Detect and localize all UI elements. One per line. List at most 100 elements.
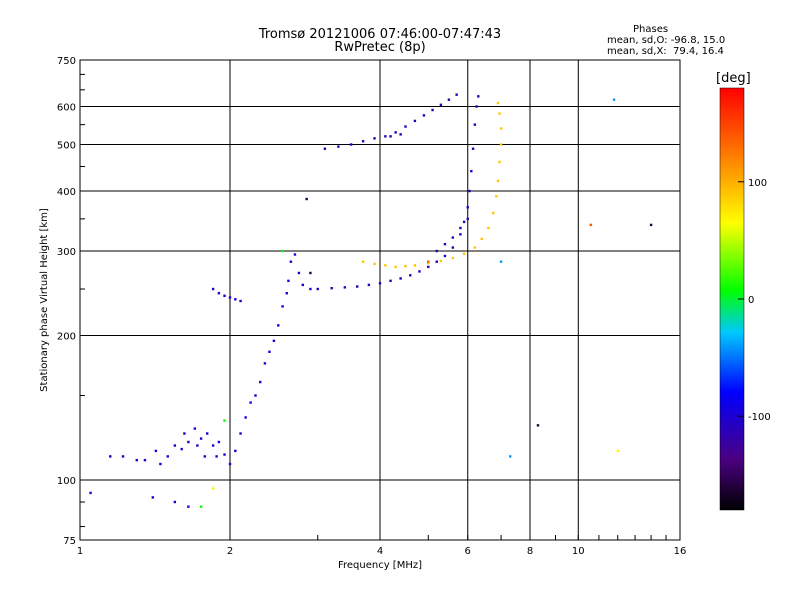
data-point xyxy=(228,462,232,466)
data-point xyxy=(373,262,376,266)
data-point xyxy=(468,189,471,193)
y-tick-label: 200 xyxy=(57,332,76,343)
data-point xyxy=(427,265,430,269)
data-point xyxy=(180,447,183,451)
data-point xyxy=(239,299,242,303)
data-point xyxy=(289,260,293,263)
data-point xyxy=(349,143,353,146)
data-point xyxy=(384,264,387,267)
data-point xyxy=(109,455,112,458)
data-point xyxy=(199,505,203,508)
data-point xyxy=(480,237,483,241)
data-point xyxy=(217,292,221,295)
data-point xyxy=(404,264,407,268)
data-point xyxy=(217,440,221,444)
data-point xyxy=(277,324,280,327)
data-point xyxy=(378,282,382,285)
data-point xyxy=(462,220,466,224)
data-point xyxy=(427,261,430,265)
data-point xyxy=(508,455,512,458)
data-point xyxy=(234,298,237,301)
data-point xyxy=(466,206,469,209)
data-point xyxy=(435,260,438,263)
data-point xyxy=(121,455,125,458)
data-point xyxy=(268,350,271,353)
data-point xyxy=(154,449,158,453)
data-point xyxy=(183,432,186,435)
data-point xyxy=(499,260,503,263)
stats-x-mode: mean, sd,X: 79.4, 16.4 xyxy=(607,46,724,57)
data-point xyxy=(173,500,177,504)
data-point xyxy=(330,286,333,290)
data-point xyxy=(211,487,215,490)
data-point xyxy=(343,286,347,289)
data-point xyxy=(451,246,455,249)
data-point xyxy=(471,147,475,150)
grid-lines xyxy=(80,60,680,540)
data-point xyxy=(495,195,498,198)
data-point xyxy=(466,217,469,221)
data-point xyxy=(203,455,206,458)
data-point xyxy=(616,449,619,453)
y-tick-label: 100 xyxy=(57,476,76,487)
data-point xyxy=(223,294,226,297)
data-point xyxy=(239,432,242,435)
data-point xyxy=(234,449,237,453)
data-point xyxy=(223,453,226,456)
x-tick-label: 2 xyxy=(227,546,233,557)
data-point xyxy=(199,437,203,440)
data-point xyxy=(459,226,462,230)
x-tick-label: 1 xyxy=(77,546,83,557)
data-point xyxy=(409,274,412,277)
y-tick-label: 300 xyxy=(57,247,76,258)
data-point xyxy=(473,246,477,249)
data-point xyxy=(187,440,190,444)
data-point xyxy=(477,95,480,98)
data-point xyxy=(589,223,593,227)
data-point xyxy=(361,260,365,263)
data-point xyxy=(443,242,447,246)
data-point xyxy=(135,458,138,462)
data-point xyxy=(285,292,288,295)
data-point xyxy=(496,179,500,183)
chart-title: Tromsø 20121006 07:46:00-07:47:43 xyxy=(258,27,502,42)
data-point xyxy=(287,279,290,283)
data-point xyxy=(399,133,402,136)
data-point xyxy=(413,264,417,267)
data-point xyxy=(263,362,267,365)
data-point xyxy=(196,444,199,447)
data-point xyxy=(281,249,284,253)
data-point xyxy=(337,145,340,148)
data-point xyxy=(394,131,397,134)
data-point xyxy=(536,424,540,427)
y-axis-label: Stationary phase Virtual Height [km] xyxy=(39,208,50,392)
data-point xyxy=(187,505,190,508)
data-point xyxy=(223,419,226,422)
data-point xyxy=(355,285,359,288)
x-axis-ticks: 1 2 4 6 8 10 16 xyxy=(77,535,686,557)
data-point xyxy=(173,444,177,447)
data-point xyxy=(462,252,466,256)
colorbar-tick-label: -100 xyxy=(748,412,771,423)
data-point xyxy=(293,253,297,256)
data-point xyxy=(404,125,407,128)
data-point xyxy=(499,127,503,130)
stats-heading: Phases xyxy=(633,24,669,35)
data-point xyxy=(498,112,501,115)
data-point xyxy=(211,287,215,291)
data-point xyxy=(297,271,301,275)
data-point xyxy=(89,491,92,495)
data-point xyxy=(459,233,462,236)
data-point xyxy=(254,394,257,397)
data-point xyxy=(612,98,616,101)
data-point xyxy=(399,277,402,280)
data-point xyxy=(193,427,197,430)
data-point xyxy=(455,93,458,96)
stats-o-mode: mean, sd,O: -96.8, 15.0 xyxy=(607,35,726,46)
y-tick-label: 500 xyxy=(57,141,76,152)
data-point xyxy=(389,279,392,283)
data-point xyxy=(418,270,421,273)
data-point xyxy=(473,123,477,126)
data-point xyxy=(373,137,376,140)
data-point xyxy=(143,458,147,462)
